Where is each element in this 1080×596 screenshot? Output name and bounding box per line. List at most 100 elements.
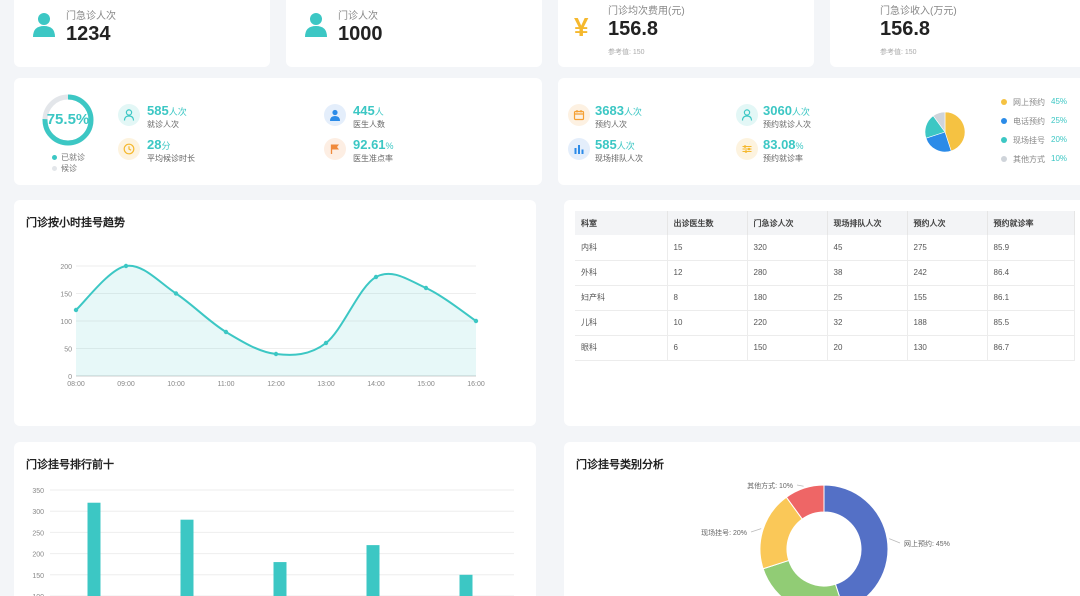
column-header: 预约人次 bbox=[907, 211, 988, 235]
label-line bbox=[796, 484, 804, 487]
ring-legend: 已就诊 候诊 bbox=[52, 152, 85, 174]
table-cell: 180 bbox=[747, 285, 828, 311]
x-tick-label: 16:00 bbox=[467, 381, 485, 388]
x-tick-label: 08:00 bbox=[67, 381, 85, 388]
stat-value: 156.8 bbox=[880, 18, 931, 40]
table-cell: 320 bbox=[747, 235, 828, 261]
person-icon bbox=[32, 12, 56, 43]
table-row: 妇产科 8 180 25 155 86.1 bbox=[575, 285, 1075, 311]
stat-value: 92.61 bbox=[353, 137, 386, 152]
stat-label: 门急诊人次 bbox=[66, 11, 116, 22]
table-row: 眼科 6 150 20 130 86.7 bbox=[575, 335, 1075, 361]
chart-title: 门诊按小时挂号趋势 bbox=[26, 217, 125, 229]
y-tick-label: 200 bbox=[32, 552, 44, 559]
legend-dot bbox=[1001, 99, 1007, 105]
table-cell: 38 bbox=[827, 260, 908, 286]
hourly-trend-chart: 0 50 100 150 200 08:00 09:00 10:00 11:00 12:00 13:… bbox=[60, 263, 485, 388]
department-table-card: 科室 出诊医生数 门急诊人次 现场排队人次 预约人次 预约就诊率 内科 15 3… bbox=[564, 200, 1080, 426]
donut-slice bbox=[785, 484, 825, 520]
area-fill bbox=[76, 265, 476, 376]
stat-value: 3683 bbox=[595, 103, 624, 118]
legend-dot bbox=[1001, 137, 1007, 143]
table-cell: 眼科 bbox=[575, 335, 668, 361]
data-point bbox=[123, 263, 129, 269]
y-tick-label: 100 bbox=[32, 594, 44, 596]
table-cell: 86.7 bbox=[987, 335, 1075, 361]
person-icon bbox=[736, 104, 758, 126]
legend-item: 电话预约 25% bbox=[1001, 116, 1067, 127]
stat-value: 1000 bbox=[338, 23, 383, 45]
y-tick-label: 0 bbox=[68, 374, 72, 381]
stat-label: 平均候诊时长 bbox=[147, 154, 195, 163]
column-header: 现场排队人次 bbox=[827, 211, 908, 235]
bar bbox=[366, 545, 380, 596]
donut-slice bbox=[823, 484, 889, 596]
table-cell: 130 bbox=[907, 335, 988, 361]
table-cell: 15 bbox=[667, 235, 748, 261]
calendar-icon bbox=[568, 104, 590, 126]
stat-label: 医生人数 bbox=[353, 120, 385, 129]
stat-label: 预约人次 bbox=[595, 120, 627, 129]
table-row: 儿科 10 220 32 188 85.5 bbox=[575, 310, 1075, 336]
table-cell: 242 bbox=[907, 260, 988, 286]
table-cell: 86.1 bbox=[987, 285, 1075, 311]
legend-item: 现场挂号 20% bbox=[1001, 135, 1067, 146]
y-tick-label: 300 bbox=[32, 509, 44, 516]
stat-value: 28 bbox=[147, 137, 162, 152]
table-cell: 85.9 bbox=[987, 235, 1075, 261]
ranking-bar-chart: 100 150 200 250 300 350 bbox=[32, 488, 514, 596]
summary-card-appointments: 3683人次 预约人次 3060人次 预约就诊人次 585人次 现场排队人次 8… bbox=[558, 78, 1080, 185]
clock-icon bbox=[118, 138, 140, 160]
hourly-trend-card: 门诊按小时挂号趋势 0 50 100 150 200 08:00 09:00 10:00 11:… bbox=[14, 200, 536, 426]
x-tick-label: 15:00 bbox=[417, 381, 435, 388]
table-row: 内科 15 320 45 275 85.9 bbox=[575, 235, 1075, 261]
table-cell: 86.4 bbox=[987, 260, 1075, 286]
data-point bbox=[473, 318, 479, 324]
x-tick-label: 13:00 bbox=[317, 381, 335, 388]
slice-label: 网上预约: 45% bbox=[904, 539, 950, 548]
chart-title: 门诊挂号类别分析 bbox=[576, 459, 664, 471]
column-header: 出诊医生数 bbox=[667, 211, 748, 235]
table-cell: 155 bbox=[907, 285, 988, 311]
stat-unit: % bbox=[385, 141, 394, 151]
table-cell: 45 bbox=[827, 235, 908, 261]
y-tick-label: 250 bbox=[32, 530, 44, 537]
slice-label: 现场挂号: 20% bbox=[701, 528, 747, 537]
legend-dot bbox=[1001, 118, 1007, 124]
stat-label: 门急诊收入(万元) bbox=[880, 6, 957, 17]
label-line bbox=[889, 538, 901, 544]
bar bbox=[180, 519, 194, 596]
stat-reference: 参考值: 150 bbox=[880, 49, 917, 56]
table-cell: 儿科 bbox=[575, 310, 668, 336]
chart-title: 门诊挂号排行前十 bbox=[26, 459, 114, 471]
stat-unit: 人次 bbox=[168, 107, 187, 117]
table-cell: 6 bbox=[667, 335, 748, 361]
table-cell: 188 bbox=[907, 310, 988, 336]
stat-card-avg-cost: ¥ 门诊均次费用(元) 156.8 参考值: 150 bbox=[558, 0, 814, 67]
x-tick-label: 11:00 bbox=[218, 381, 235, 388]
stat-label: 医生准点率 bbox=[353, 154, 393, 163]
table-cell: 妇产科 bbox=[575, 285, 668, 311]
pie-slice bbox=[925, 131, 952, 153]
x-tick-label: 12:00 bbox=[267, 381, 285, 388]
summary-card-visits: 75.5% 已就诊 候诊 585人次 就诊人次 445人 医生人数 28分 平均… bbox=[14, 78, 542, 185]
data-point bbox=[223, 329, 229, 335]
x-tick-label: 14:00 bbox=[367, 381, 385, 388]
stat-label: 就诊人次 bbox=[147, 120, 179, 129]
data-point bbox=[423, 285, 429, 291]
stat-unit: % bbox=[795, 141, 804, 151]
stat-unit: 人次 bbox=[791, 107, 810, 117]
yen-icon: ¥ bbox=[574, 12, 589, 42]
table-cell: 10 bbox=[667, 310, 748, 336]
stat-value: 3060 bbox=[763, 103, 792, 118]
stat-label: 预约就诊人次 bbox=[763, 120, 811, 129]
ring-value: 75.5% bbox=[46, 111, 90, 128]
donut-slice bbox=[762, 559, 840, 596]
stat-unit: 人次 bbox=[616, 141, 635, 151]
table-cell: 外科 bbox=[575, 260, 668, 286]
person-icon bbox=[304, 12, 328, 43]
table-cell: 220 bbox=[747, 310, 828, 336]
stat-value: 445 bbox=[353, 103, 375, 118]
stat-value: 83.08 bbox=[763, 137, 796, 152]
column-header: 门急诊人次 bbox=[747, 211, 828, 235]
